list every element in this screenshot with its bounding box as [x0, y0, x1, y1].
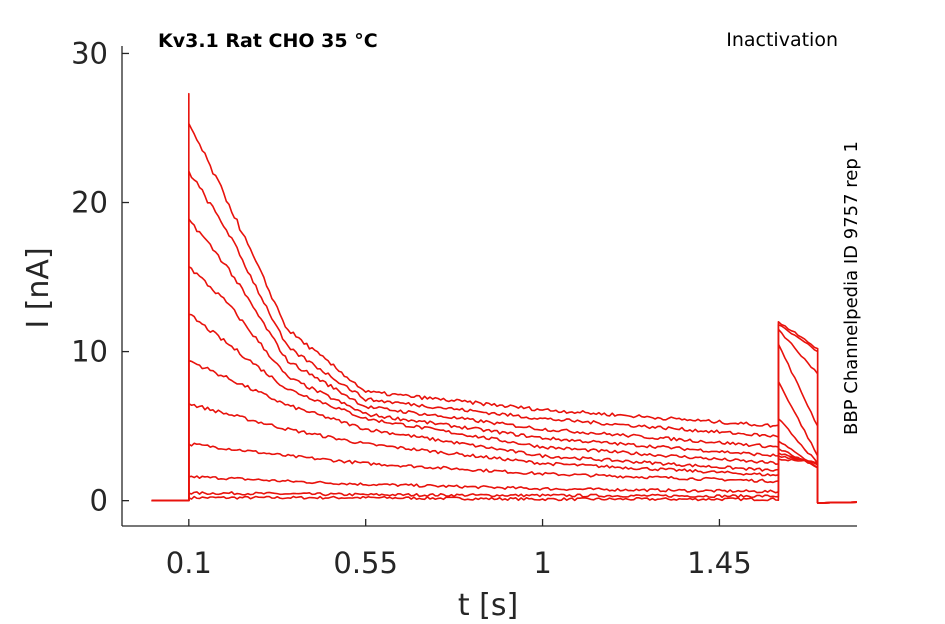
- current-traces: [151, 92, 858, 504]
- current-trace-11: [151, 92, 858, 504]
- current-trace-7: [151, 313, 858, 504]
- y-tick-label: 20: [71, 186, 108, 220]
- y-tick-label: 0: [90, 484, 108, 518]
- y-tick-label: 10: [71, 335, 108, 369]
- current-trace-8: [151, 265, 858, 504]
- current-trace-3: [151, 328, 858, 504]
- y-tick-label: 30: [71, 36, 108, 70]
- x-tick-label: 0.1: [166, 546, 212, 580]
- current-trace-4: [151, 343, 858, 504]
- y-axis-title: I [nA]: [21, 247, 56, 328]
- x-axis-title: t [s]: [458, 588, 518, 623]
- chart-title: Kv3.1 Rat CHO 35 °C: [158, 30, 378, 52]
- current-trace-5: [151, 380, 858, 504]
- x-axis-ticks: 0.1 0.55 1 1.45: [166, 519, 752, 580]
- channelpedia-id-label: BBP Channelpedia ID 9757 rep 1: [841, 141, 862, 435]
- current-trace-1: [151, 320, 858, 504]
- y-axis-ticks: 0 10 20 30: [71, 36, 129, 518]
- current-trace-2: [151, 323, 858, 504]
- current-trace-10: [151, 170, 858, 504]
- x-tick-label: 1: [533, 546, 551, 580]
- x-tick-label: 1.45: [687, 546, 752, 580]
- protocol-label: Inactivation: [726, 29, 838, 51]
- x-tick-label: 0.55: [333, 546, 398, 580]
- current-trace-9: [151, 218, 858, 504]
- current-trace-6: [151, 359, 858, 504]
